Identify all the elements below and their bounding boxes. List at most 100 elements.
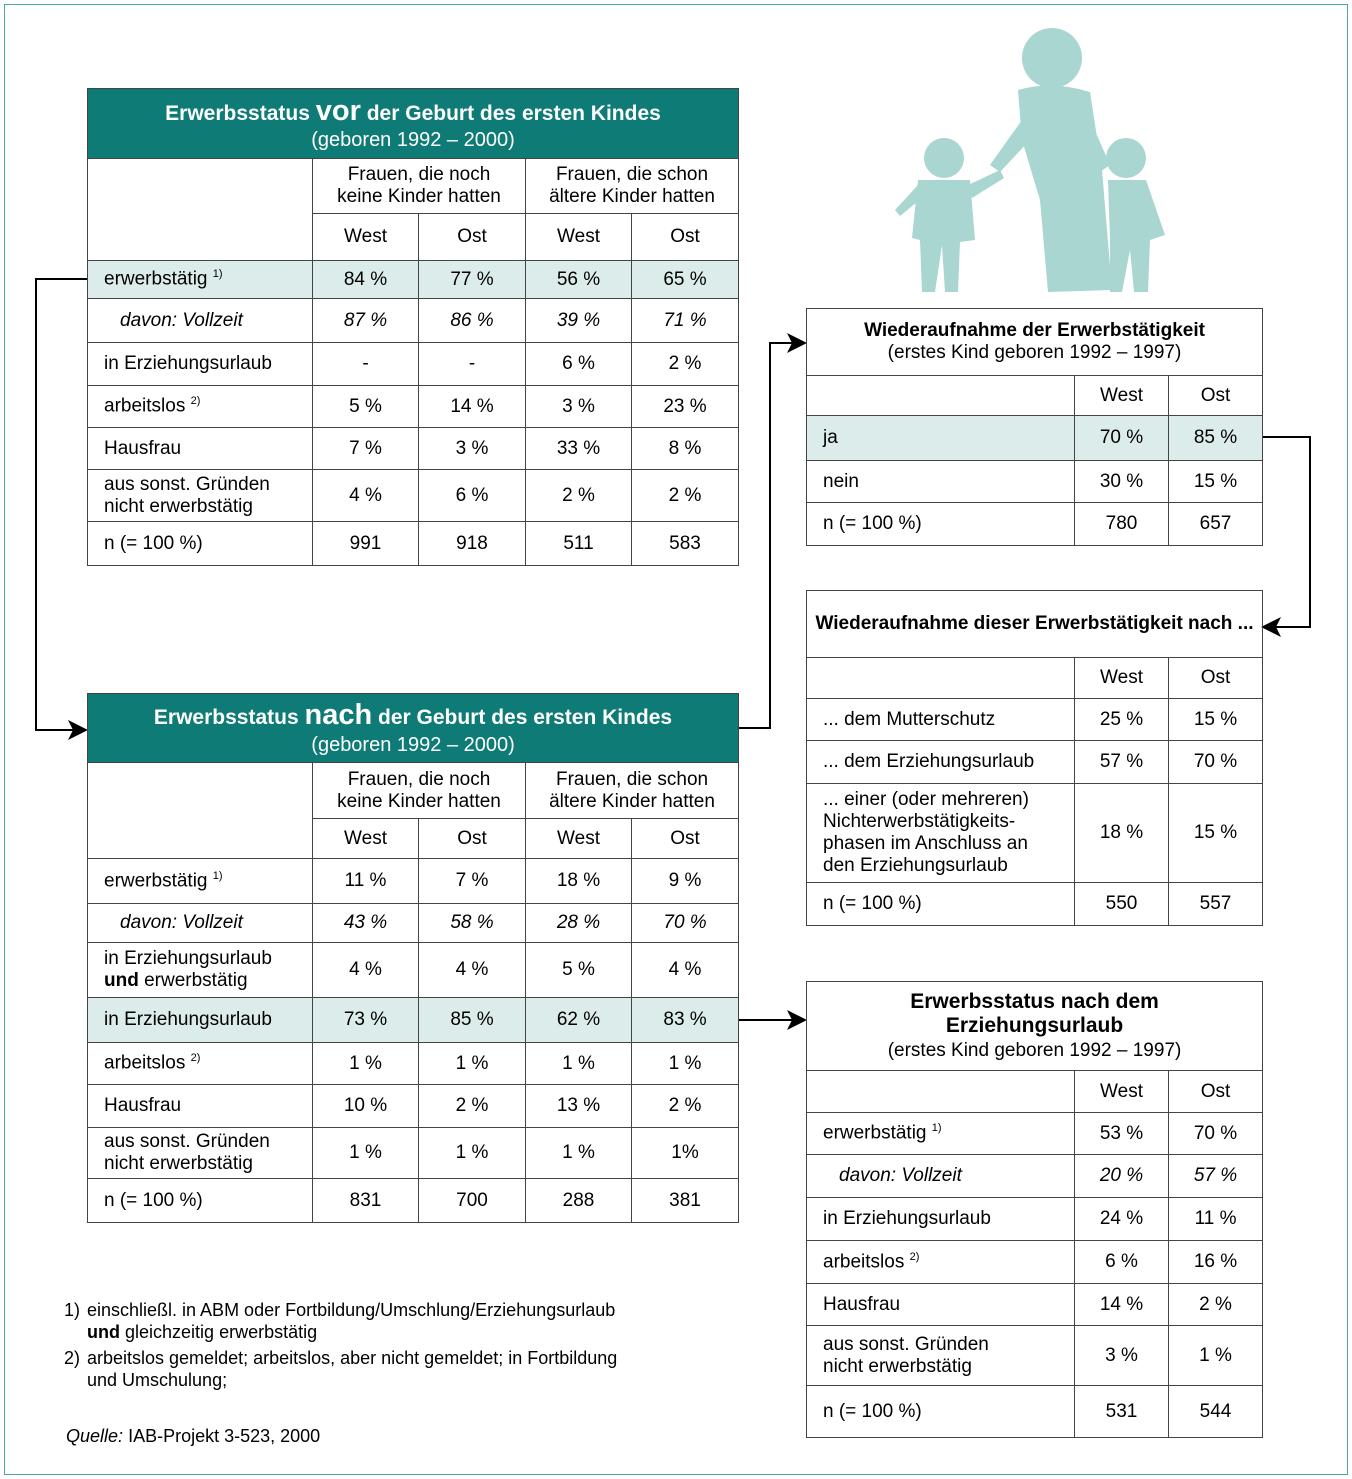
row-label: davon: Vollzeit [87, 903, 313, 943]
table-cell: 6 % [418, 469, 526, 522]
row-label: ... dem Mutterschutz [806, 698, 1075, 741]
table-cell: 2 % [418, 1084, 526, 1128]
table-cell: 70 % [1168, 740, 1263, 784]
footnote-ref: 2) [190, 395, 201, 408]
table-cell: 2 % [630, 1084, 740, 1128]
table-cell: 1 % [418, 1042, 526, 1085]
table-cell: 3 % [525, 385, 632, 428]
row-label-line: n (= 100 %) [104, 1189, 203, 1211]
source-text: IAB-Projekt 3-523, 2000 [128, 1426, 321, 1446]
table-cell: 6 % [1074, 1240, 1169, 1284]
table-row: arbeitslos 2) 5 % 14 % 3 % 23 % [87, 385, 740, 428]
row-label: davon: Vollzeit [87, 298, 313, 343]
group-header-line: ältere Kinder hatten [549, 186, 715, 207]
footnote-ref: 1) [931, 1122, 942, 1135]
column-header: West [525, 213, 632, 261]
table-row: n (= 100 %) 780 657 [806, 502, 1264, 546]
table-body: Wiederaufnahme der Erwerbstätigkeit (erst… [805, 308, 1264, 546]
table-row: Hausfrau 10 % 2 % 13 % 2 % [87, 1084, 740, 1128]
row-label: in Erziehungsurlaub [87, 997, 313, 1043]
row-label-line: erwerbstätig [823, 1122, 927, 1144]
table-cell: 511 [525, 521, 632, 566]
footnote-number: 1) [64, 1300, 81, 1320]
table-cell: 9 % [630, 858, 740, 904]
title-row: Erwerbsstatus nach dem Erziehungsurlaub (… [805, 981, 1264, 1071]
table-cell: 15 % [1168, 783, 1263, 883]
group-header-line: ältere Kinder hatten [549, 790, 715, 812]
title-part: vor [315, 94, 361, 127]
table-row: n (= 100 %) 991 918 511 583 [87, 521, 740, 566]
footnote-line: arbeitslos gemeldet; arbeitslos, aber ni… [87, 1348, 618, 1368]
table-cell: 58 % [418, 903, 526, 943]
table-cell: 18 % [525, 858, 632, 904]
group-header: Frauen, die noch keine Kinder hatten [312, 762, 526, 819]
arrowheads [68, 333, 1281, 1030]
row-label-line: n (= 100 %) [823, 513, 922, 535]
table-title: Wiederaufnahme der Erwerbstätigkeit (erst… [805, 308, 1264, 376]
table-cell: 24 % [1074, 1197, 1169, 1241]
table-row: n (= 100 %) 550 557 [806, 882, 1263, 926]
table-title: Erwerbsstatus nach der Geburt des ersten… [86, 693, 740, 763]
row-label-line: Nichterwerbstätigkeits- [823, 811, 1016, 833]
row-label-line: phasen im Anschluss an [823, 833, 1028, 854]
row-label: in Erziehungsurlaub und erwerbstätig [87, 942, 313, 998]
footnote-text: einschließl. in ABM oder Fortbildung/Ums… [87, 1299, 615, 1343]
row-label: n (= 100 %) [87, 1178, 313, 1223]
table-cell: 1 % [525, 1127, 632, 1179]
table-cell: 70 % [1167, 1112, 1264, 1155]
data-table: Erwerbsstatus vor der Geburt des ersten … [86, 88, 740, 566]
column-header: Ost [630, 818, 740, 859]
row-label: erwerbstätig 1) [87, 858, 313, 904]
table-row: in Erziehungsurlaub - -6 % 2 % [87, 342, 740, 386]
table-title: Erwerbsstatus vor der Geburt des ersten … [86, 88, 740, 159]
table-cell: - [312, 342, 419, 386]
table-row: davon: Vollzeit 87 % 86 % 39 % 71 % [87, 298, 740, 343]
table-cell: 56 % [525, 260, 632, 299]
table-cell: 544 [1167, 1385, 1264, 1438]
table-cell: 65 % [630, 260, 740, 299]
column-header-row: West Ost West Ost [88, 818, 740, 859]
title-part: nach [304, 699, 373, 732]
table-cell: 1% [630, 1127, 740, 1179]
table-cell: 2 % [630, 469, 740, 522]
table-row: erwerbstätig 1) 53 % 70 % [806, 1112, 1264, 1155]
table-cell: 5 % [312, 385, 419, 428]
group-header-line: keine Kinder hatten [337, 186, 501, 207]
table-row: ... einer (oder mehreren) Nichterwerbstät… [806, 783, 1263, 883]
table-row: arbeitslos 2) 6 % 16 % [806, 1240, 1264, 1284]
table-cell: 14 % [418, 385, 526, 428]
footnote-line: und [87, 1322, 120, 1342]
table-row: ja 70 % 85 % [806, 415, 1264, 461]
column-header-row: West Ost [806, 375, 1264, 416]
row-label: arbeitslos 2) [806, 1240, 1075, 1284]
row-label-line: arbeitslos [104, 1052, 186, 1074]
table-cell: 57 % [1167, 1154, 1264, 1198]
row-label-line: ... einer (oder mehreren) [823, 789, 1029, 811]
source-label: Quelle: [66, 1426, 124, 1446]
row-label: aus sonst. Gründen nicht erwerbstätig [87, 469, 313, 522]
table-cell: 3 % [1074, 1325, 1169, 1386]
table-cell: 7 % [418, 858, 526, 904]
row-label: aus sonst. Gründen nicht erwerbstätig [87, 1127, 313, 1179]
connectors [35, 278, 1311, 1021]
title-row: Erwerbsstatus nach der Geburt des ersten… [86, 693, 740, 763]
table-cell: 5 % [525, 942, 632, 998]
table-row: aus sonst. Gründen nicht erwerbstätig 1 % 1… [87, 1127, 740, 1179]
table-cell: 780 [1074, 502, 1169, 546]
row-label-line: Hausfrau [104, 1095, 182, 1117]
table-cell: 1 % [312, 1127, 419, 1179]
row-label-line: n (= 100 %) [823, 1400, 922, 1422]
row-label-line: nicht erwerbstätig [104, 1153, 253, 1174]
table-cell: 11 % [312, 858, 419, 904]
table-row: davon: Vollzeit 43 % 58 % 28 % 70 % [87, 903, 740, 943]
row-label: ja [806, 415, 1075, 461]
row-label: n (= 100 %) [806, 502, 1075, 546]
row-label: arbeitslos 2) [87, 385, 313, 428]
row-label-line: n (= 100 %) [823, 893, 922, 915]
table-row: in Erziehungsurlaub 24 % 11 % [806, 1197, 1264, 1241]
row-label: arbeitslos 2) [87, 1042, 313, 1085]
table-cell: 1 % [1167, 1325, 1264, 1386]
table-cell: 4 % [418, 942, 526, 998]
subtitle: (erstes Kind geboren 1992 – 1997) [887, 1040, 1182, 1062]
table-cell: 62 % [525, 997, 632, 1043]
